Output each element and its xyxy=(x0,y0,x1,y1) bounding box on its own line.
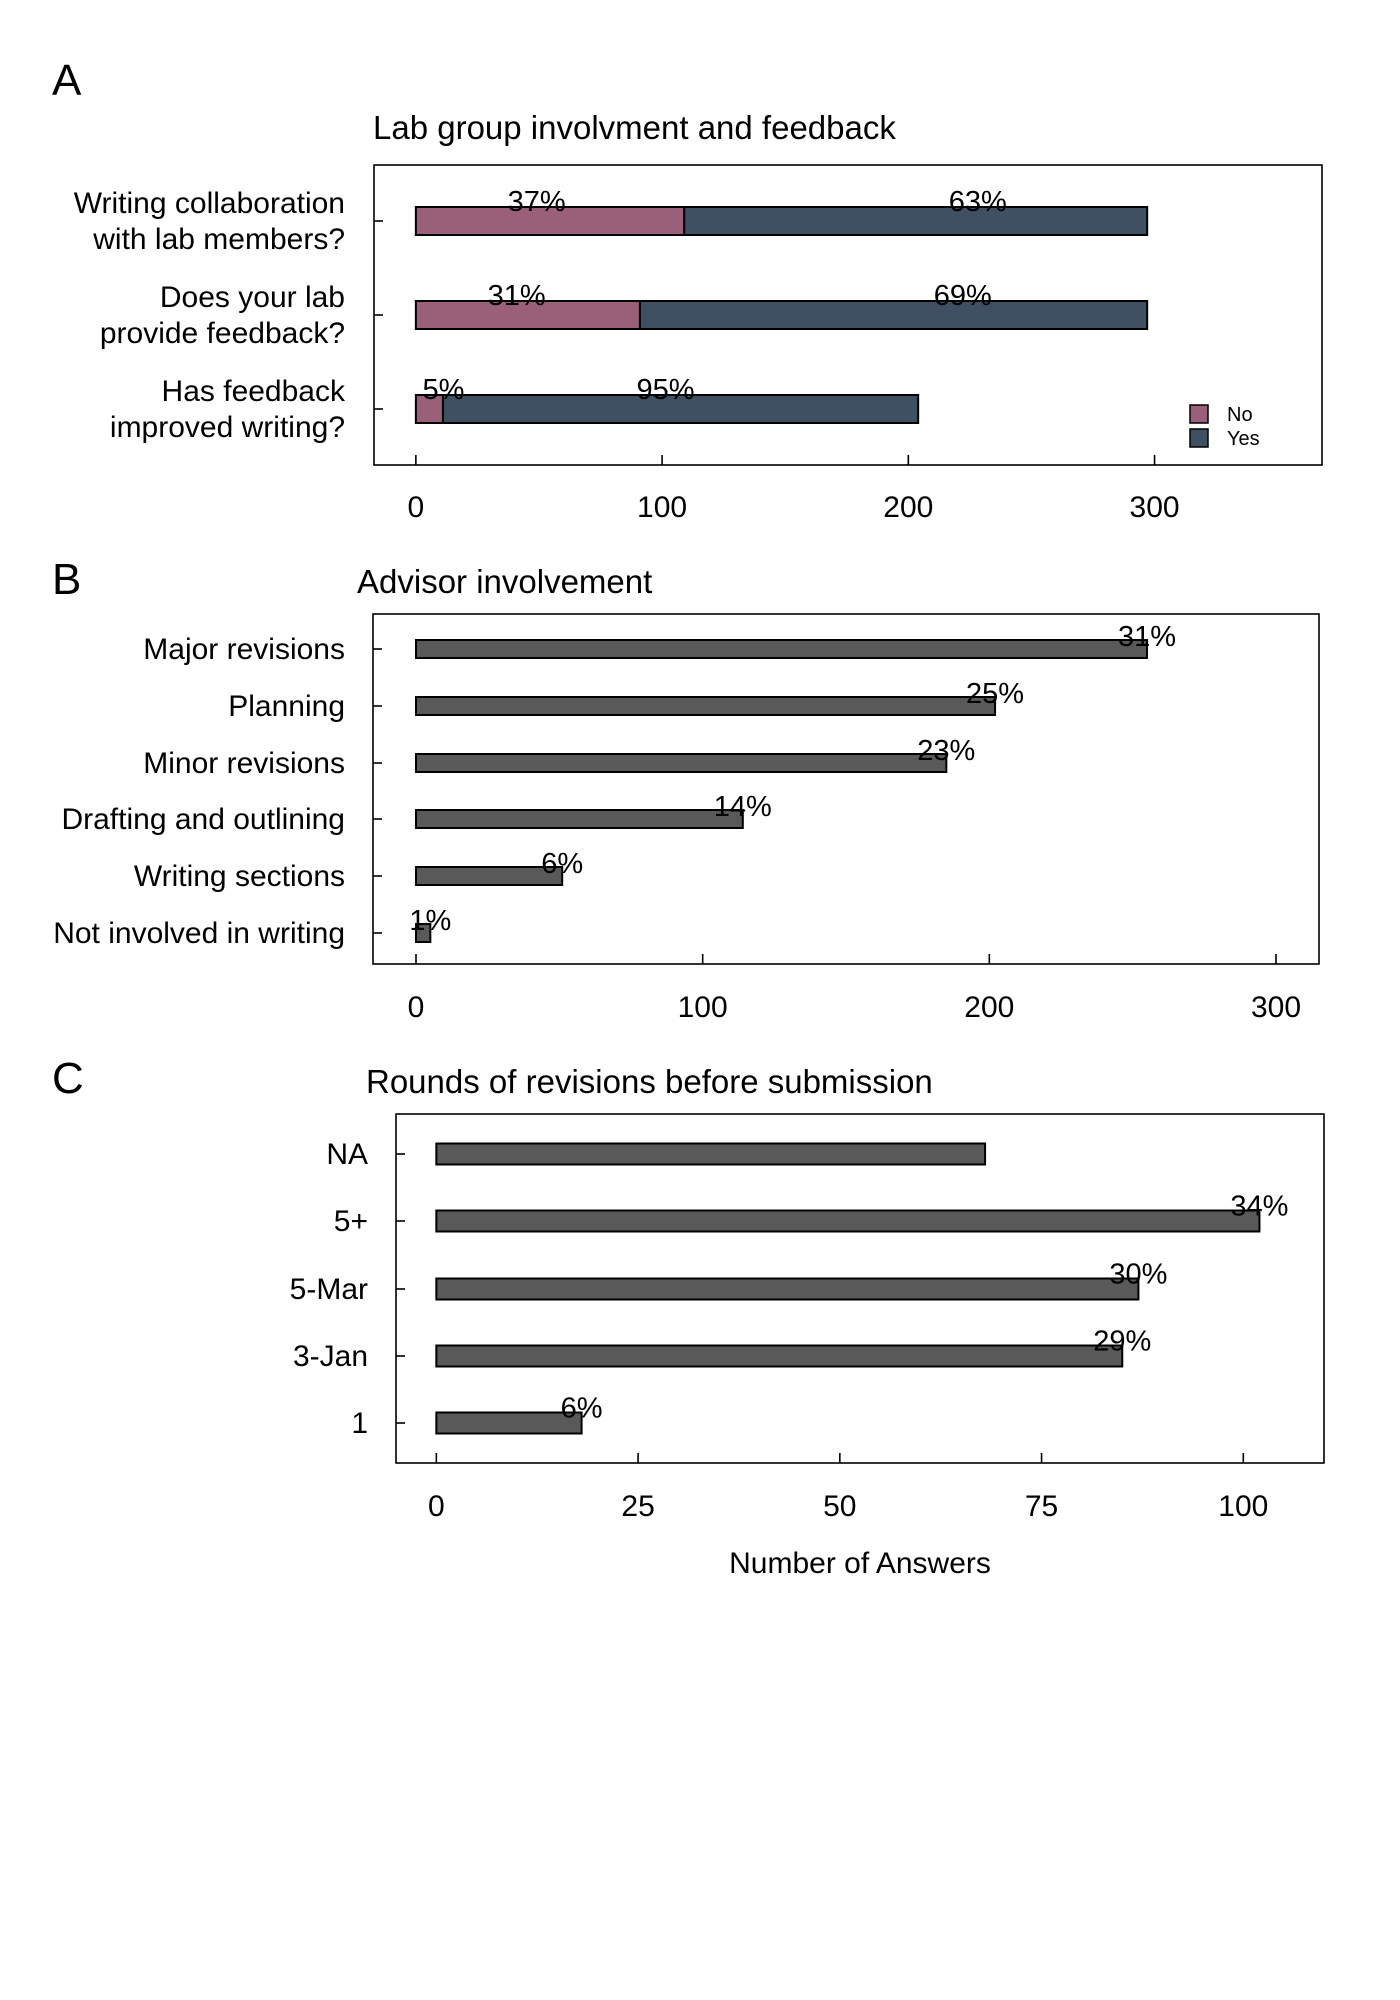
x-tick-label: 100 xyxy=(678,991,728,1024)
category-label: Has feedback xyxy=(162,375,346,408)
category-label: 5+ xyxy=(334,1205,368,1238)
legend-swatch-no xyxy=(1189,404,1209,424)
panel-a-title: Lab group involvment and feedback xyxy=(373,109,896,146)
x-tick-label: 50 xyxy=(823,1490,856,1523)
x-tick-label: 200 xyxy=(964,991,1014,1024)
category-label: Writing sections xyxy=(134,860,345,893)
x-tick-label: 25 xyxy=(621,1490,654,1523)
category-label: Drafting and outlining xyxy=(61,803,345,836)
category-label: 1 xyxy=(351,1407,368,1440)
legend-swatch-yes xyxy=(1189,428,1209,448)
bar-segment-yes xyxy=(638,300,1149,330)
x-tick-label: 300 xyxy=(1130,491,1180,524)
x-tick-label: 300 xyxy=(1251,991,1301,1024)
pct-label: 23% xyxy=(917,735,975,767)
bar xyxy=(415,866,564,886)
pct-label-yes: 63% xyxy=(949,186,1007,218)
bar xyxy=(415,809,744,829)
bar-segment-no xyxy=(414,300,641,330)
category-label: Writing collaboration xyxy=(74,187,345,220)
pct-label-no: 5% xyxy=(422,374,464,406)
bar xyxy=(415,696,997,716)
pct-label-yes: 69% xyxy=(934,280,992,312)
pct-label: 34% xyxy=(1230,1191,1288,1223)
pct-label: 14% xyxy=(714,791,772,823)
pct-label: 31% xyxy=(1118,621,1176,653)
pct-label-yes: 95% xyxy=(637,374,695,406)
panel-c-xlabel: Number of Answers xyxy=(729,1547,991,1580)
pct-label: 29% xyxy=(1093,1326,1151,1358)
panel-b-letter: B xyxy=(52,555,81,604)
pct-label: 1% xyxy=(409,905,451,937)
panel-c-title: Rounds of revisions before submission xyxy=(366,1063,933,1100)
bar xyxy=(435,1411,583,1435)
bar xyxy=(435,1209,1261,1233)
category-label: 5-Mar xyxy=(290,1273,368,1306)
category-label: Minor revisions xyxy=(143,747,345,780)
panel-b-frame xyxy=(372,613,1320,965)
panel-a-letter: A xyxy=(52,56,82,105)
legend-label-no: No xyxy=(1227,404,1253,426)
pct-label-no: 31% xyxy=(488,280,546,312)
x-tick-label: 75 xyxy=(1025,1490,1058,1523)
category-label: Planning xyxy=(228,690,345,723)
pct-label: 30% xyxy=(1109,1259,1167,1291)
bar xyxy=(435,1344,1124,1368)
category-label: improved writing? xyxy=(110,411,345,444)
bar xyxy=(415,753,948,773)
category-label: Does your lab xyxy=(160,281,345,314)
bar xyxy=(415,639,1148,659)
bar xyxy=(435,1142,987,1166)
category-label: with lab members? xyxy=(92,223,345,256)
bar-segment-yes xyxy=(441,394,920,424)
x-tick-label: 100 xyxy=(1218,1490,1268,1523)
panel-b-title: Advisor involvement xyxy=(357,563,652,600)
panel-c-plot: 0 25 50 75 100 NA 5+ 5-Mar 3-Jan 1 34% 30% 29% 6% xyxy=(290,1138,1289,1523)
pct-label: 6% xyxy=(561,1393,603,1425)
category-label: NA xyxy=(326,1138,368,1171)
bar xyxy=(415,923,432,943)
panel-c-letter: C xyxy=(52,1054,84,1103)
x-tick-label: 0 xyxy=(408,491,425,524)
panel-b-plot: 0 100 200 300 Major revisions Planning Minor r… xyxy=(53,621,1301,1024)
pct-label: 25% xyxy=(966,678,1024,710)
category-label: provide feedback? xyxy=(100,317,345,350)
pct-label: 6% xyxy=(541,848,583,880)
x-tick-label: 0 xyxy=(428,1490,445,1523)
bar-segment-yes xyxy=(683,206,1149,236)
category-label: Major revisions xyxy=(143,633,345,666)
category-label: 3-Jan xyxy=(293,1340,368,1373)
x-tick-label: 100 xyxy=(637,491,687,524)
legend-label-yes: Yes xyxy=(1227,428,1260,450)
pct-label-no: 37% xyxy=(508,186,566,218)
x-tick-label: 0 xyxy=(408,991,425,1024)
x-tick-label: 200 xyxy=(883,491,933,524)
bar xyxy=(435,1277,1140,1301)
category-label: Not involved in writing xyxy=(53,917,345,950)
